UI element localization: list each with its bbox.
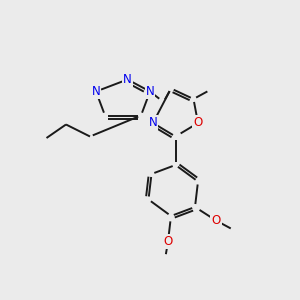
Text: N: N — [146, 85, 154, 98]
Text: O: O — [164, 235, 172, 248]
Text: N: N — [148, 116, 158, 130]
Text: N: N — [123, 73, 132, 86]
Text: O: O — [194, 116, 202, 130]
Text: O: O — [212, 214, 220, 227]
Text: N: N — [92, 85, 100, 98]
